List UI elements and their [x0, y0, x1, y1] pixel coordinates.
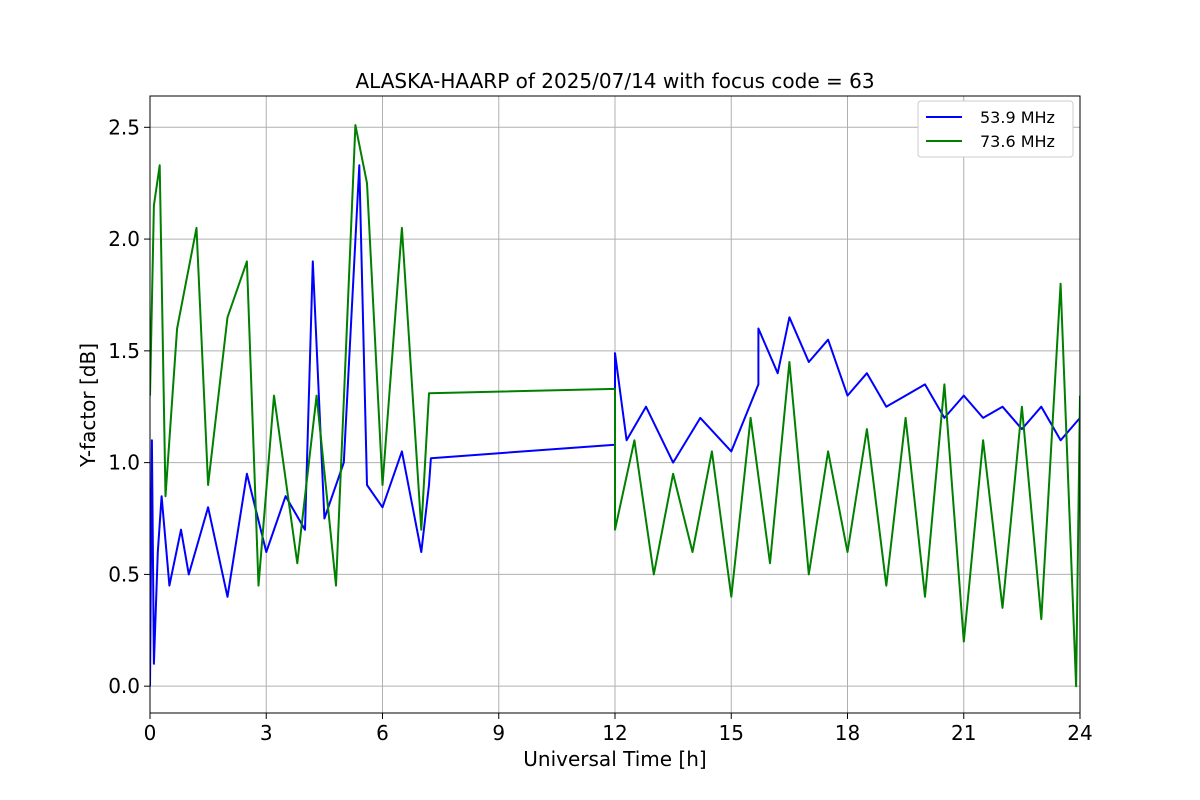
y-tick-label: 2.5: [108, 115, 140, 139]
y-tick-label: 2.0: [108, 227, 140, 251]
series-line-2: [150, 124, 1080, 688]
x-tick-label: 9: [492, 721, 505, 745]
y-axis-label: Y-factor [dB]: [76, 343, 100, 468]
x-tick-label: 15: [719, 721, 744, 745]
x-tick-label: 24: [1067, 721, 1092, 745]
y-tick-label: 1.5: [108, 339, 140, 363]
x-tick-label: 21: [951, 721, 976, 745]
y-axis: 0.0 0.5 1.0 1.5 2.0 2.5: [108, 115, 150, 698]
x-axis: 0 3 6 9 12 15 18 21 24: [144, 713, 1093, 745]
chart-title: ALASKA-HAARP of 2025/07/14 with focus co…: [355, 69, 874, 93]
legend-box: [917, 100, 1074, 158]
legend: 53.9 MHz 73.6 MHz: [917, 100, 1074, 158]
x-tick-label: 18: [835, 721, 860, 745]
x-tick-label: 0: [144, 721, 157, 745]
y-tick-label: 0.5: [108, 562, 140, 586]
x-tick-label: 12: [602, 721, 627, 745]
x-tick-label: 6: [376, 721, 389, 745]
series-layer: [150, 124, 1080, 688]
legend-label-series-1: 53.9 MHz: [980, 108, 1055, 127]
x-axis-label: Universal Time [h]: [523, 747, 706, 771]
legend-label-series-2: 73.6 MHz: [980, 132, 1055, 151]
y-tick-label: 1.0: [108, 451, 140, 475]
x-tick-label: 3: [260, 721, 273, 745]
y-tick-label: 0.0: [108, 674, 140, 698]
